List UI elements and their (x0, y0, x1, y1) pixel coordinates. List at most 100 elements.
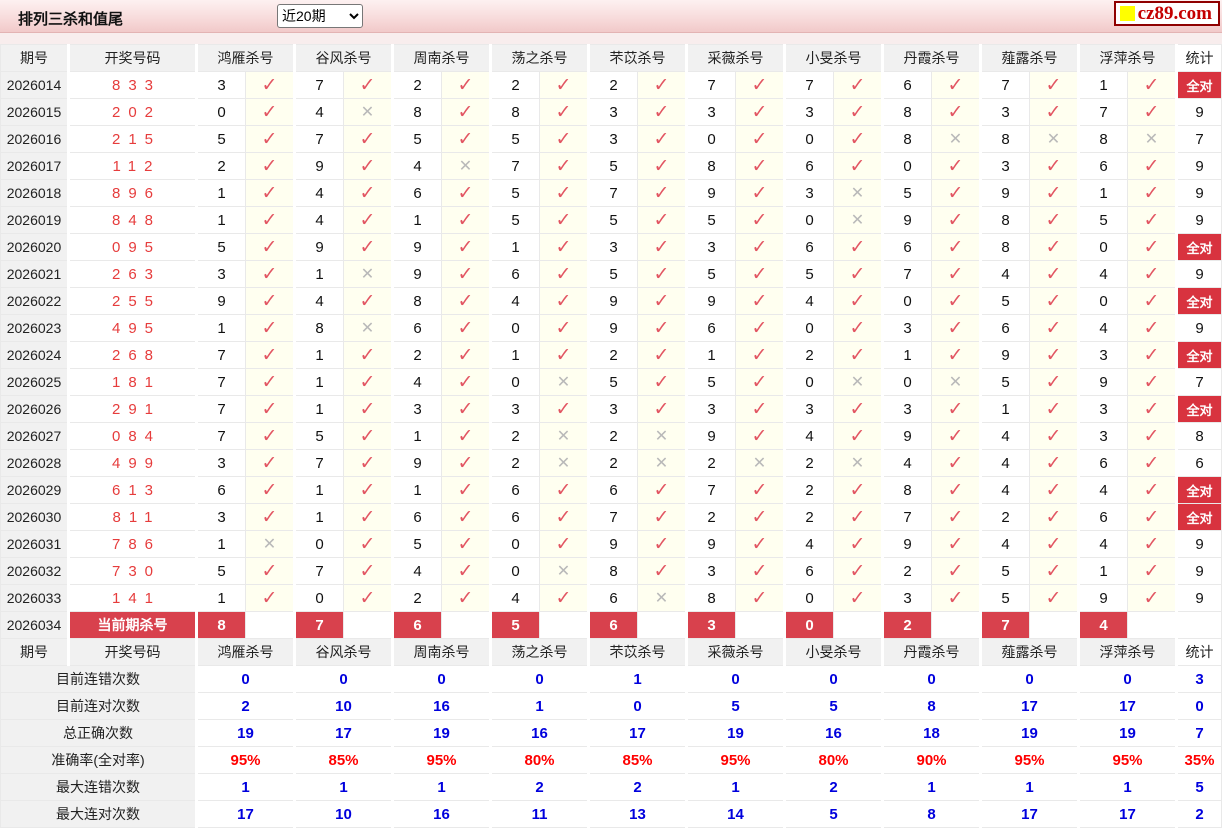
summary-value-cell: 8 (881, 692, 981, 720)
check-icon: ✓ (457, 533, 474, 555)
kill-number-cell: 0 (783, 368, 834, 396)
site-logo[interactable]: cz89.com (1113, 1, 1220, 26)
kill-mark-cell: ✓ (735, 125, 785, 153)
kill-mark-cell: ✓ (833, 503, 883, 531)
kill-mark-cell: ✓ (245, 476, 295, 504)
table-row: 2026014 833 3 ✓ 7 ✓ 2 ✓ 2 ✓ 2 ✓ 7 ✓ 7 ✓ 6 ✓ 7 ✓ 1 ✓ 全对 (0, 71, 1222, 99)
kill-number-cell: 1 (489, 341, 540, 369)
check-icon: ✓ (947, 560, 964, 582)
kill-mark-cell: ✓ (441, 233, 491, 261)
stat-cell: 9 (1175, 557, 1222, 585)
check-icon: ✓ (849, 587, 866, 609)
summary-value-cell: 80% (489, 746, 589, 774)
check-icon: ✓ (1143, 344, 1160, 366)
kill-number-cell: 0 (881, 287, 932, 315)
cross-icon: ✕ (850, 212, 865, 229)
check-icon: ✓ (261, 479, 278, 501)
col-header-expert: 薤露杀号 (979, 638, 1079, 666)
summary-value-cell: 10 (293, 692, 393, 720)
kill-number-cell: 1 (293, 260, 344, 288)
check-icon: ✓ (1045, 317, 1062, 339)
kill-number-cell: 8 (391, 98, 442, 126)
kill-number-cell: 5 (881, 179, 932, 207)
check-icon: ✓ (359, 209, 376, 231)
kill-mark-cell: ✓ (1029, 557, 1079, 585)
col-header-expert: 薤露杀号 (979, 44, 1079, 72)
draw-numbers-cell: 202 (67, 98, 197, 126)
kill-mark-cell: ✓ (735, 206, 785, 234)
kill-number-cell: 3 (979, 152, 1030, 180)
kill-mark-cell: ✓ (735, 152, 785, 180)
kill-number-cell: 1 (293, 368, 344, 396)
kill-mark-cell: ✓ (441, 179, 491, 207)
kill-mark-cell: ✓ (1127, 341, 1177, 369)
kill-mark-cell: ✓ (931, 503, 981, 531)
check-icon: ✓ (555, 101, 572, 123)
kill-mark-cell: ✓ (245, 422, 295, 450)
kill-mark-cell: ✓ (931, 341, 981, 369)
current-kill-badge: 0 (783, 611, 834, 639)
check-icon: ✓ (457, 290, 474, 312)
col-header-expert: 芣苡杀号 (587, 638, 687, 666)
check-icon: ✓ (1143, 452, 1160, 474)
kill-number-cell: 4 (391, 368, 442, 396)
kill-number-cell: 4 (979, 422, 1030, 450)
cross-icon: ✕ (556, 428, 571, 445)
kill-number-cell: 7 (685, 71, 736, 99)
current-kill-badge: 3 (685, 611, 736, 639)
kill-number-cell: 5 (489, 206, 540, 234)
period-range-select[interactable]: 近20期 (277, 4, 363, 28)
period-cell: 2026023 (0, 314, 69, 342)
kill-mark-cell: ✓ (931, 395, 981, 423)
draw-numbers-cell: 141 (67, 584, 197, 612)
summary-stat-cell: 2 (1175, 800, 1222, 828)
check-icon: ✓ (653, 398, 670, 420)
check-icon: ✓ (849, 101, 866, 123)
summary-row-label: 目前连对次数 (0, 692, 197, 720)
kill-number-cell: 7 (195, 368, 246, 396)
check-icon: ✓ (849, 398, 866, 420)
draw-numbers-cell: 215 (67, 125, 197, 153)
kill-number-cell: 5 (587, 368, 638, 396)
kill-mark-cell: ✓ (735, 557, 785, 585)
col-header-expert: 芣苡杀号 (587, 44, 687, 72)
period-cell: 2026024 (0, 341, 69, 369)
kill-mark-cell: ✓ (1127, 71, 1177, 99)
kill-number-cell: 4 (979, 530, 1030, 558)
summary-row-label: 最大连对次数 (0, 800, 197, 828)
check-icon: ✓ (261, 425, 278, 447)
kill-number-cell: 1 (293, 341, 344, 369)
kill-number-cell: 9 (685, 179, 736, 207)
cross-icon: ✕ (556, 563, 571, 580)
check-icon: ✓ (751, 398, 768, 420)
draw-numbers-cell: 181 (67, 368, 197, 396)
summary-value-cell: 0 (195, 665, 295, 693)
draw-numbers-cell: 095 (67, 233, 197, 261)
kill-number-cell: 1 (195, 530, 246, 558)
kill-number-cell: 8 (881, 98, 932, 126)
kill-number-cell: 6 (1077, 152, 1128, 180)
summary-value-cell: 5 (783, 800, 883, 828)
summary-row-label: 目前连错次数 (0, 665, 197, 693)
kill-mark-cell: ✓ (833, 152, 883, 180)
summary-stat-cell: 7 (1175, 719, 1222, 747)
col-header-draw-numbers: 开奖号码 (67, 638, 197, 666)
kill-number-cell: 9 (391, 449, 442, 477)
check-icon: ✓ (653, 506, 670, 528)
page-title: 排列三杀和值尾 (18, 11, 124, 28)
summary-value-cell: 5 (783, 692, 883, 720)
kill-number-cell: 7 (489, 152, 540, 180)
col-header-expert: 周南杀号 (391, 638, 491, 666)
kill-number-cell: 2 (587, 449, 638, 477)
kill-number-cell: 7 (881, 503, 932, 531)
kill-number-cell: 4 (1077, 260, 1128, 288)
check-icon: ✓ (1143, 263, 1160, 285)
draw-numbers-cell: 833 (67, 71, 197, 99)
summary-value-cell: 17 (293, 719, 393, 747)
table-row: 2026031 786 1 ✕ 0 ✓ 5 ✓ 0 ✓ 9 ✓ 9 ✓ 4 ✓ 9 ✓ 4 ✓ 4 ✓ 9 (0, 530, 1222, 558)
kill-mark-cell: ✓ (539, 125, 589, 153)
check-icon: ✓ (261, 101, 278, 123)
kill-number-cell: 3 (391, 395, 442, 423)
kill-mark-cell: ✓ (343, 503, 393, 531)
summary-value-cell: 0 (293, 665, 393, 693)
